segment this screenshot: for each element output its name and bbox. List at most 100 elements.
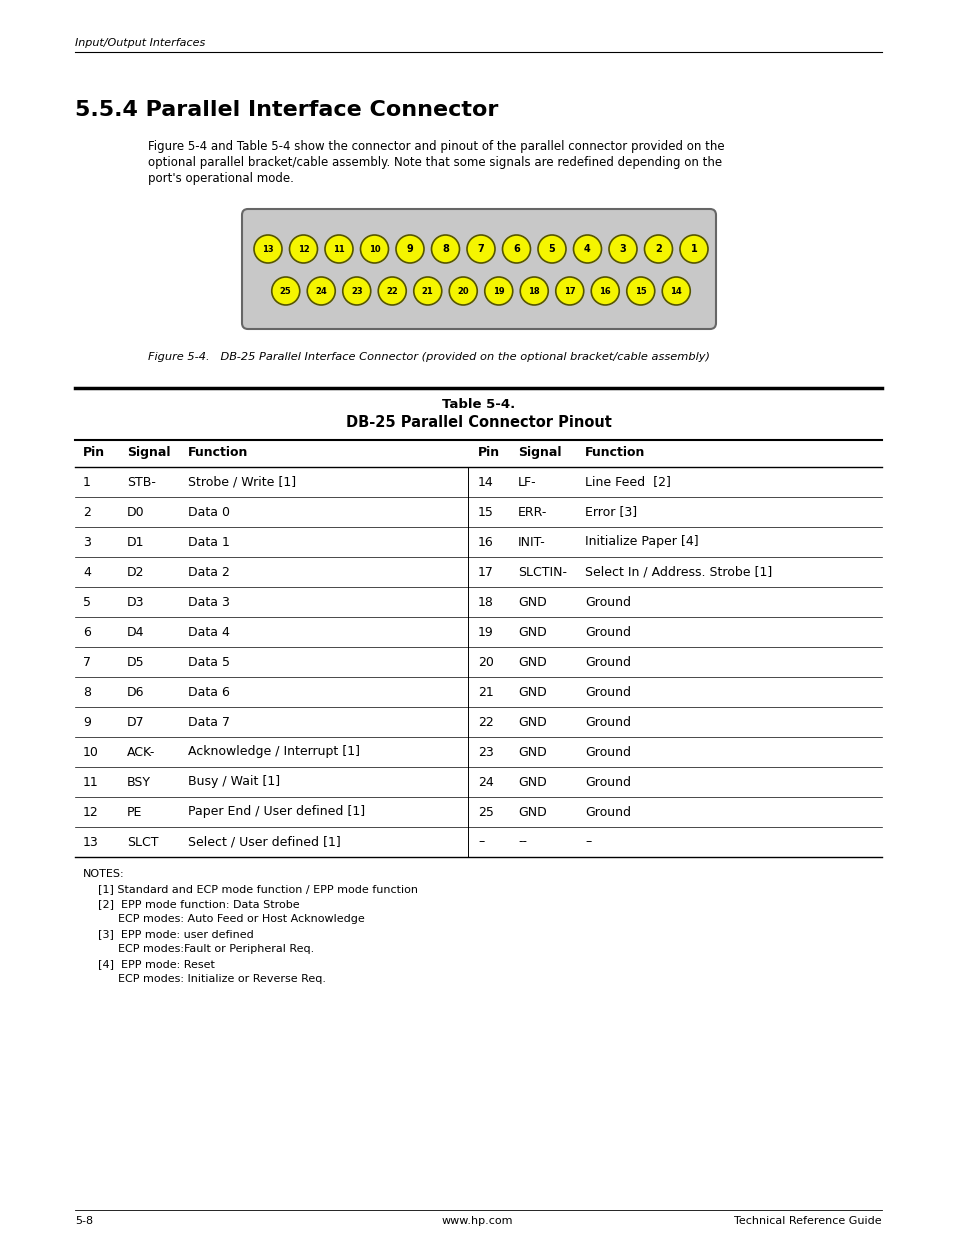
Text: optional parallel bracket/cable assembly. Note that some signals are redefined d: optional parallel bracket/cable assembly… <box>148 156 721 169</box>
Ellipse shape <box>591 277 618 305</box>
Ellipse shape <box>608 235 637 263</box>
Ellipse shape <box>289 235 317 263</box>
Text: 21: 21 <box>477 685 494 699</box>
Text: 18: 18 <box>477 595 494 609</box>
Text: Data 7: Data 7 <box>188 715 230 729</box>
Text: Ground: Ground <box>584 595 630 609</box>
Text: Line Feed  [2]: Line Feed [2] <box>584 475 670 489</box>
Text: Function: Function <box>584 446 644 459</box>
Text: [4]  EPP mode: Reset: [4] EPP mode: Reset <box>98 960 214 969</box>
Ellipse shape <box>449 277 476 305</box>
Text: NOTES:: NOTES: <box>83 869 125 879</box>
Text: [1] Standard and ECP mode function / EPP mode function: [1] Standard and ECP mode function / EPP… <box>98 884 417 894</box>
Text: 22: 22 <box>386 287 397 295</box>
Text: Function: Function <box>188 446 248 459</box>
Text: Data 2: Data 2 <box>188 566 230 578</box>
Text: 9: 9 <box>406 245 413 254</box>
Text: D7: D7 <box>127 715 145 729</box>
Text: INIT-: INIT- <box>517 536 545 548</box>
Text: Pin: Pin <box>83 446 105 459</box>
Text: 12: 12 <box>297 245 309 253</box>
Ellipse shape <box>502 235 530 263</box>
Text: 25: 25 <box>279 287 292 295</box>
Text: 20: 20 <box>456 287 469 295</box>
Text: D4: D4 <box>127 625 144 638</box>
Ellipse shape <box>414 277 441 305</box>
Text: D1: D1 <box>127 536 144 548</box>
Text: 4: 4 <box>583 245 590 254</box>
Text: Figure 5-4.   DB-25 Parallel Interface Connector (provided on the optional brack: Figure 5-4. DB-25 Parallel Interface Con… <box>148 352 709 362</box>
Text: SLCTIN-: SLCTIN- <box>517 566 566 578</box>
Text: 12: 12 <box>83 805 99 819</box>
Text: GND: GND <box>517 656 546 668</box>
Text: ECP modes: Auto Feed or Host Acknowledge: ECP modes: Auto Feed or Host Acknowledge <box>118 914 364 924</box>
Text: 2: 2 <box>83 505 91 519</box>
Text: 20: 20 <box>477 656 494 668</box>
Text: Signal: Signal <box>127 446 171 459</box>
Text: GND: GND <box>517 625 546 638</box>
Text: 21: 21 <box>421 287 434 295</box>
Text: 5-8: 5-8 <box>75 1216 93 1226</box>
Text: 10: 10 <box>368 245 380 253</box>
Text: 8: 8 <box>441 245 449 254</box>
Text: 14: 14 <box>670 287 681 295</box>
Text: [2]  EPP mode function: Data Strobe: [2] EPP mode function: Data Strobe <box>98 899 299 909</box>
Text: 15: 15 <box>634 287 646 295</box>
Text: 24: 24 <box>315 287 327 295</box>
Ellipse shape <box>519 277 548 305</box>
Text: Ground: Ground <box>584 656 630 668</box>
Text: Signal: Signal <box>517 446 561 459</box>
Ellipse shape <box>307 277 335 305</box>
Text: ECP modes:Fault or Peripheral Req.: ECP modes:Fault or Peripheral Req. <box>118 944 314 953</box>
Text: D5: D5 <box>127 656 145 668</box>
Text: Strobe / Write [1]: Strobe / Write [1] <box>188 475 295 489</box>
Text: 23: 23 <box>351 287 362 295</box>
Text: Data 5: Data 5 <box>188 656 230 668</box>
Text: –: – <box>584 836 591 848</box>
Ellipse shape <box>467 235 495 263</box>
Text: Data 1: Data 1 <box>188 536 230 548</box>
Text: D6: D6 <box>127 685 144 699</box>
Ellipse shape <box>325 235 353 263</box>
Text: STB-: STB- <box>127 475 155 489</box>
Text: Select / User defined [1]: Select / User defined [1] <box>188 836 340 848</box>
Ellipse shape <box>272 277 299 305</box>
Text: Ground: Ground <box>584 805 630 819</box>
Ellipse shape <box>556 277 583 305</box>
Text: 7: 7 <box>477 245 484 254</box>
Ellipse shape <box>626 277 654 305</box>
Ellipse shape <box>342 277 371 305</box>
Text: 25: 25 <box>477 805 494 819</box>
Text: 13: 13 <box>83 836 99 848</box>
Text: 3: 3 <box>619 245 626 254</box>
Ellipse shape <box>644 235 672 263</box>
Text: GND: GND <box>517 685 546 699</box>
Ellipse shape <box>537 235 565 263</box>
Text: LF-: LF- <box>517 475 536 489</box>
Text: 17: 17 <box>477 566 494 578</box>
Text: 18: 18 <box>528 287 539 295</box>
Text: D3: D3 <box>127 595 144 609</box>
Text: Error [3]: Error [3] <box>584 505 637 519</box>
Ellipse shape <box>395 235 423 263</box>
Text: 11: 11 <box>83 776 99 788</box>
Text: DB-25 Parallel Connector Pinout: DB-25 Parallel Connector Pinout <box>345 415 611 430</box>
Text: 19: 19 <box>477 625 494 638</box>
Text: 1: 1 <box>690 245 697 254</box>
Text: Data 3: Data 3 <box>188 595 230 609</box>
Text: 16: 16 <box>477 536 494 548</box>
Text: Pin: Pin <box>477 446 499 459</box>
Text: 11: 11 <box>333 245 345 253</box>
Text: 10: 10 <box>83 746 99 758</box>
Text: ECP modes: Initialize or Reverse Req.: ECP modes: Initialize or Reverse Req. <box>118 974 326 984</box>
Text: ERR-: ERR- <box>517 505 547 519</box>
Text: Table 5-4.: Table 5-4. <box>441 398 515 411</box>
FancyBboxPatch shape <box>242 209 716 329</box>
Text: Busy / Wait [1]: Busy / Wait [1] <box>188 776 280 788</box>
Text: Data 4: Data 4 <box>188 625 230 638</box>
Text: 15: 15 <box>477 505 494 519</box>
Ellipse shape <box>431 235 459 263</box>
Text: GND: GND <box>517 746 546 758</box>
Text: 7: 7 <box>83 656 91 668</box>
Text: Initialize Paper [4]: Initialize Paper [4] <box>584 536 698 548</box>
